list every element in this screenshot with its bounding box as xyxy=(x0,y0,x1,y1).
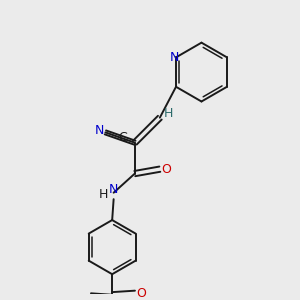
Text: H: H xyxy=(164,107,173,120)
Text: O: O xyxy=(161,163,171,176)
Text: N: N xyxy=(108,183,118,196)
Text: N: N xyxy=(95,124,104,137)
Text: H: H xyxy=(99,188,108,201)
Text: O: O xyxy=(136,287,146,300)
Text: N: N xyxy=(170,51,179,64)
Text: C: C xyxy=(119,131,128,144)
